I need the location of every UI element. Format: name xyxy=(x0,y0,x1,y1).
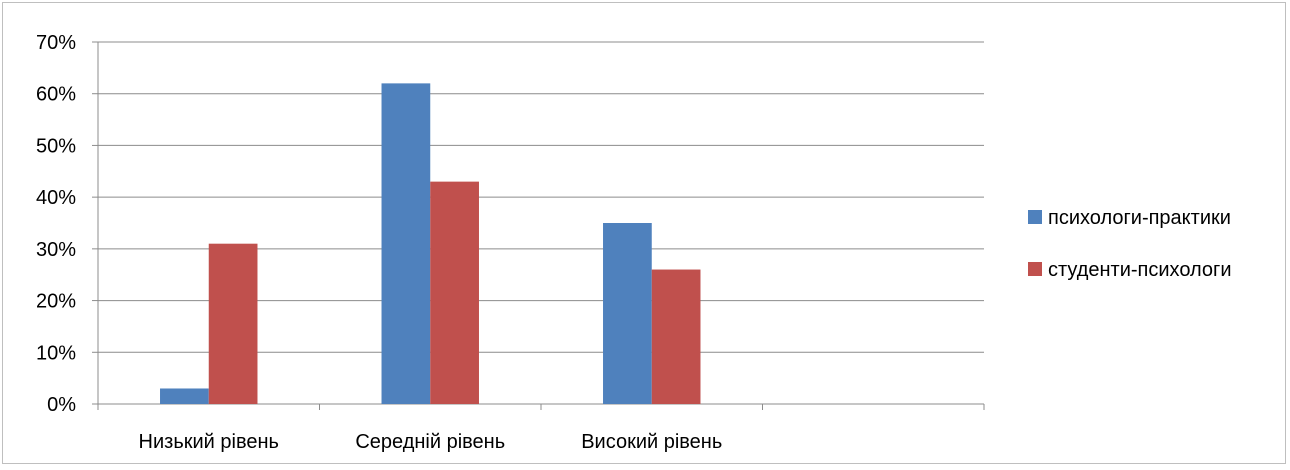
y-tick-label: 50% xyxy=(36,135,76,157)
bar-series-1 xyxy=(381,83,431,404)
y-tick-label: 40% xyxy=(36,187,76,209)
bar-series-1 xyxy=(160,388,209,404)
x-tick-label: Високий рівень xyxy=(581,431,722,453)
bars xyxy=(160,83,701,404)
x-tick-label: Середній рівень xyxy=(355,431,505,453)
x-axis-ticks: Низький рівень Середній рівень Високий рів… xyxy=(139,431,723,453)
bar-series-2 xyxy=(651,269,701,404)
y-axis-ticks: 0% 10% 20% 30% 40% 50% 60% 70% xyxy=(36,32,76,416)
legend: психологи-практики студенти-психологи xyxy=(1028,207,1232,281)
legend-swatch xyxy=(1028,210,1042,224)
y-tick-label: 30% xyxy=(36,239,76,261)
legend-label: студенти-психологи xyxy=(1048,259,1232,281)
y-tick-label: 60% xyxy=(36,84,76,106)
legend-label: психологи-практики xyxy=(1048,207,1231,229)
y-tick-label: 20% xyxy=(36,291,76,313)
bar-series-1 xyxy=(603,223,652,404)
bar-series-2 xyxy=(430,181,479,404)
legend-swatch xyxy=(1028,262,1042,276)
bar-chart: 0% 10% 20% 30% 40% 50% 60% 70% Низький рівень Се… xyxy=(36,32,1232,453)
y-tick-label: 10% xyxy=(36,342,76,364)
chart-frame: 0% 10% 20% 30% 40% 50% 60% 70% Низький рівень Се… xyxy=(2,2,1286,464)
y-tick-label: 70% xyxy=(36,32,76,54)
bar-series-2 xyxy=(208,243,258,404)
y-tick-label: 0% xyxy=(47,394,76,416)
x-tick-label: Низький рівень xyxy=(139,431,279,453)
